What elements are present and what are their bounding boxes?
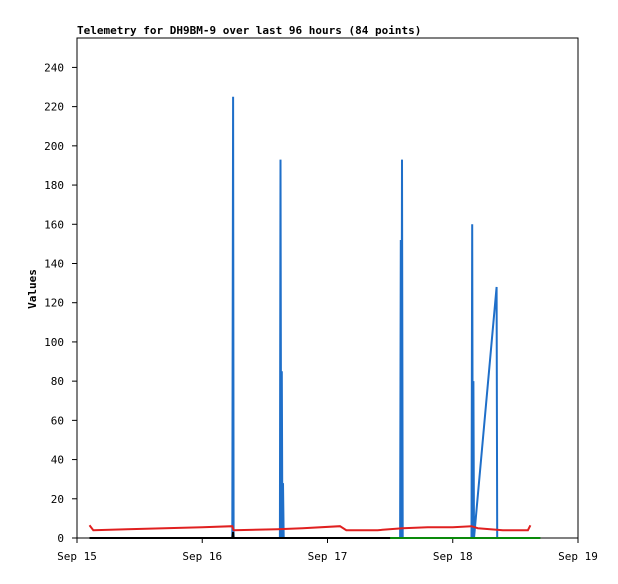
x-axis: Sep 15 Sep 16 Sep 17 Sep 18 Sep 19 xyxy=(57,538,598,563)
x-tick-label: Sep 19 xyxy=(558,550,598,563)
x-tick-label: Sep 17 xyxy=(308,550,348,563)
y-tick-label: 100 xyxy=(44,336,64,349)
y-tick-label: 160 xyxy=(44,218,64,231)
y-tick-label: 240 xyxy=(44,61,64,74)
y-axis-label: Values xyxy=(26,269,39,309)
y-tick-label: 200 xyxy=(44,140,64,153)
series-layer xyxy=(88,96,541,539)
x-tick-label: Sep 15 xyxy=(57,550,97,563)
y-tick-label: 20 xyxy=(51,493,64,506)
y-tick-label: 0 xyxy=(57,532,64,545)
y-tick-label: 140 xyxy=(44,257,64,270)
series-line-2 xyxy=(88,524,532,532)
series-line-3 xyxy=(89,531,531,539)
y-tick-label: 180 xyxy=(44,179,64,192)
y-tick-label: 120 xyxy=(44,297,64,310)
x-tick-label: Sep 18 xyxy=(433,550,473,563)
y-tick-label: 80 xyxy=(51,375,64,388)
y-tick-label: 60 xyxy=(51,414,64,427)
y-tick-label: 220 xyxy=(44,101,64,114)
y-axis: 0 20 40 60 80 100 120 140 160 180 200 220 240 xyxy=(44,61,77,545)
x-tick-label: Sep 16 xyxy=(182,550,222,563)
y-tick-label: 40 xyxy=(51,454,64,467)
chart-title: Telemetry for DH9BM-9 over last 96 hours… xyxy=(77,24,421,37)
